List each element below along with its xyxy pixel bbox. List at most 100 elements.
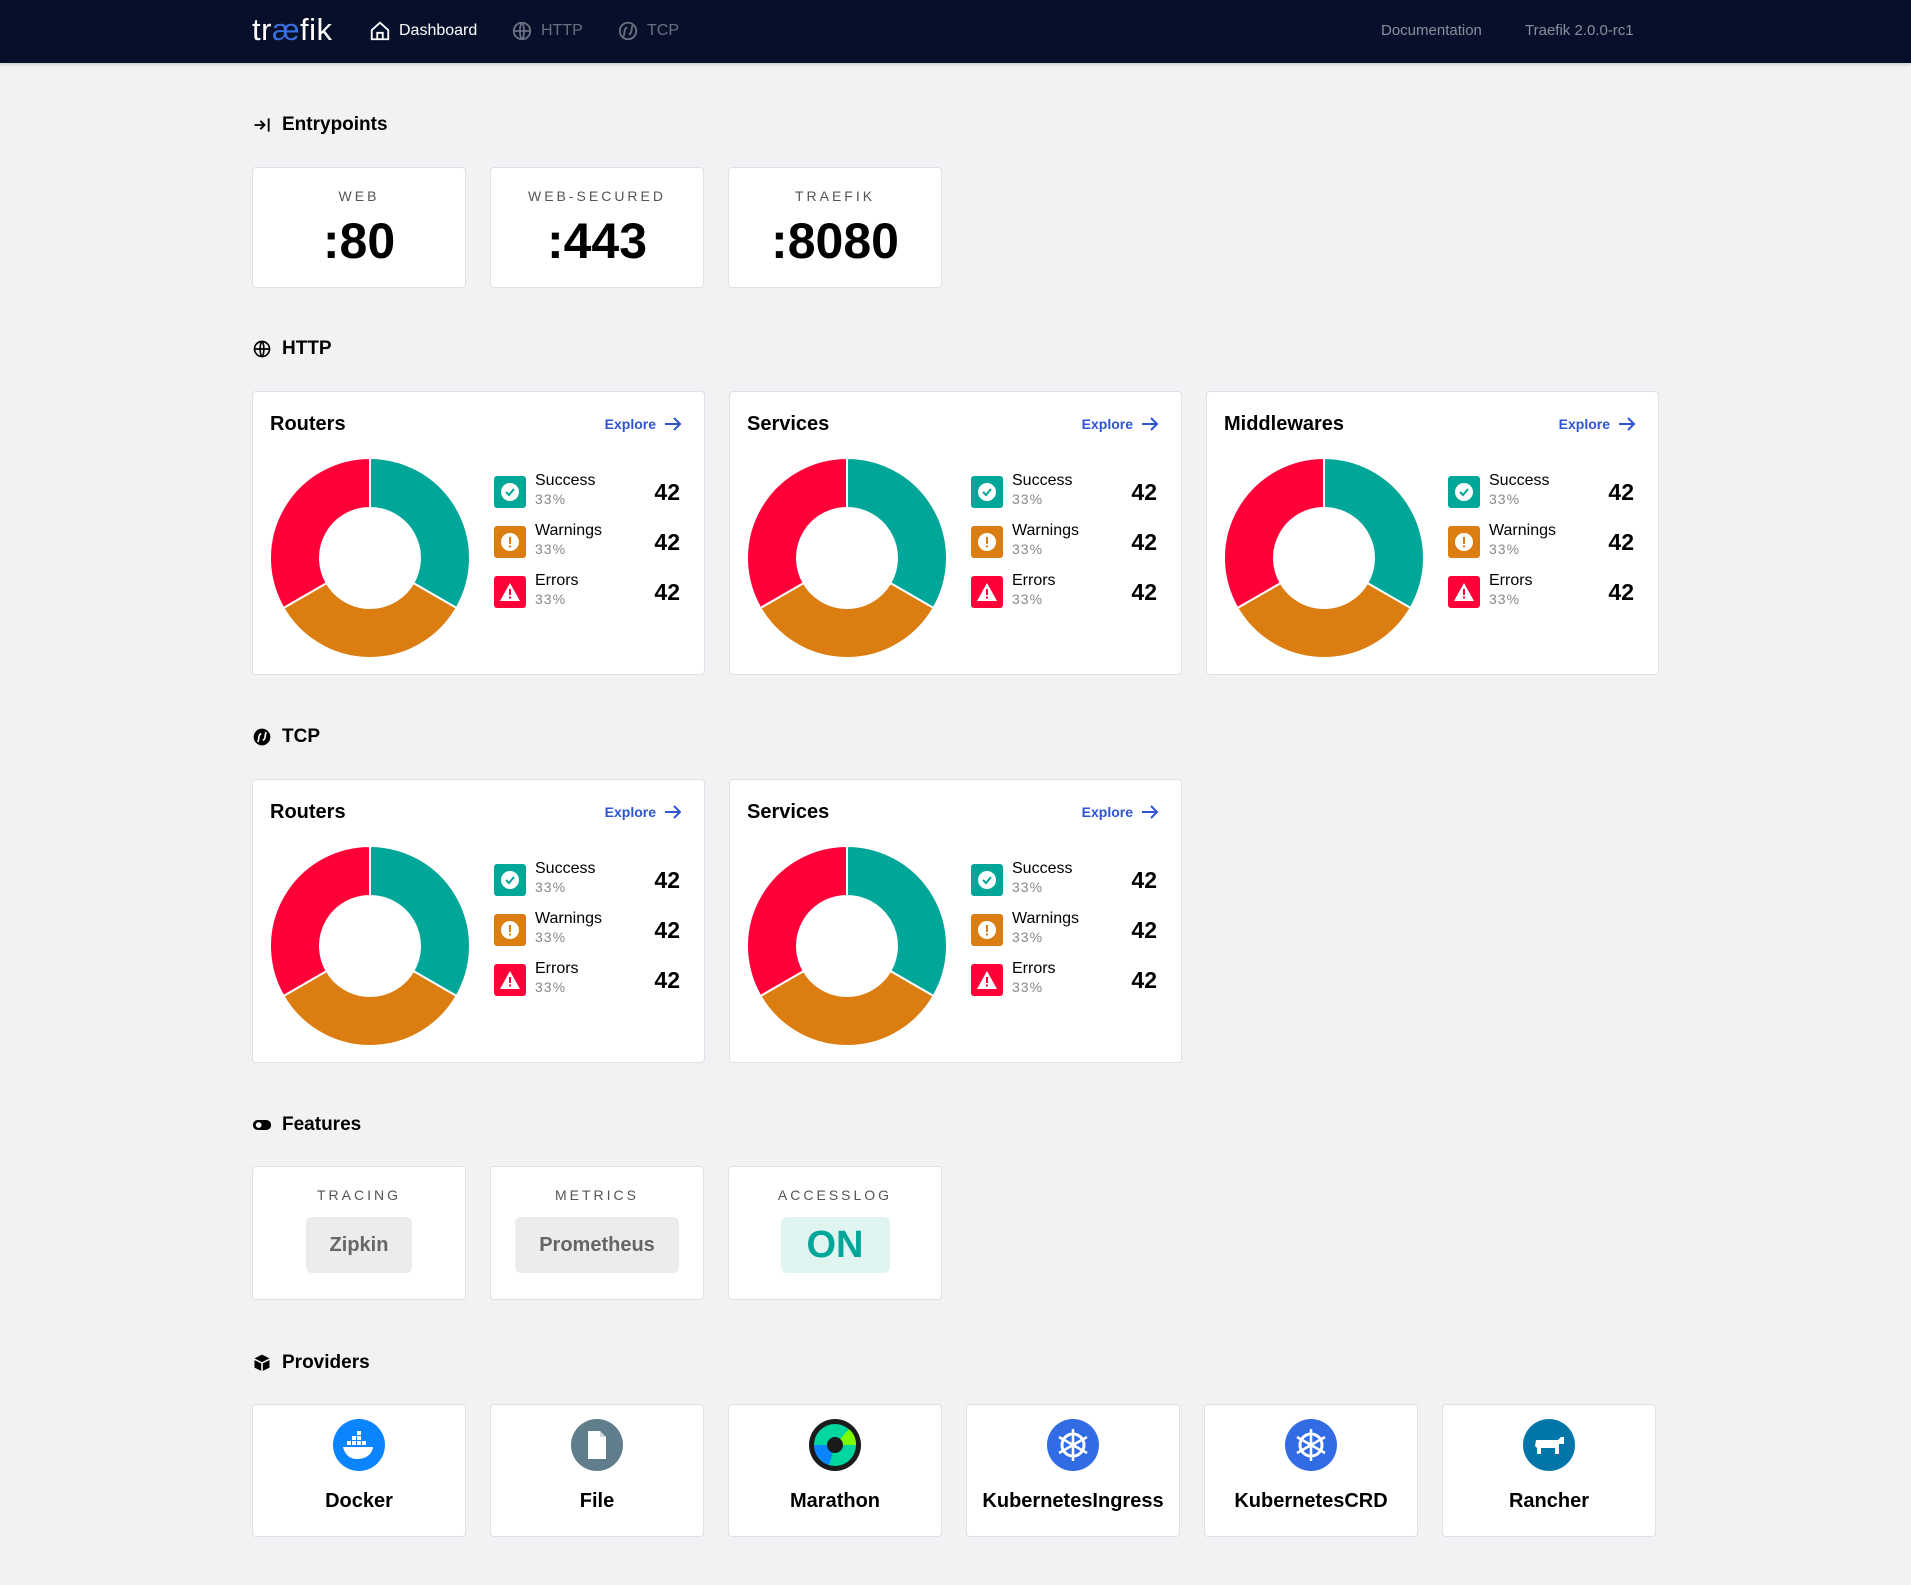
stat-value: 42: [1131, 529, 1157, 555]
stat-icon: [1448, 576, 1480, 608]
traefik-logo[interactable]: træfik: [252, 12, 333, 47]
donut-slice-errors: [747, 458, 848, 610]
explore-link[interactable]: Explore: [605, 804, 682, 820]
stat-percent: 33%: [1489, 591, 1521, 607]
kubernetes-icon: [1285, 1419, 1337, 1471]
stat-label: Errors: [535, 572, 579, 589]
toggle-icon: [252, 1120, 272, 1130]
stat-percent: 33%: [1012, 979, 1044, 995]
warning-triangle-icon: [977, 971, 997, 989]
stat-label: Warnings: [1012, 910, 1079, 927]
stat-row-errors: Errors 33% 42: [494, 572, 680, 612]
donut-slice-errors: [1224, 458, 1325, 610]
entrypoint-card: WEB :80: [252, 167, 466, 288]
http-services-card: Services Explore Success 33% 42 Warnings…: [729, 391, 1182, 675]
arrow-right-icon: [665, 417, 682, 431]
arrow-right-icon: [665, 805, 682, 819]
documentation-link[interactable]: Documentation: [1381, 22, 1482, 39]
exclamation-circle-icon: [978, 533, 996, 551]
tcp-services-card: Services Explore Success 33% 42 Warnings…: [729, 779, 1182, 1063]
donut-slice-success: [1323, 458, 1424, 610]
stat-label: Warnings: [535, 522, 602, 539]
stat-row-errors: Errors 33% 42: [971, 960, 1157, 1000]
provider-card-marathon: Marathon: [728, 1404, 942, 1537]
stat-row-warnings: Warnings 33% 42: [1448, 522, 1634, 562]
stat-icon: [494, 476, 526, 508]
stat-icon: [1448, 476, 1480, 508]
explore-link[interactable]: Explore: [1082, 416, 1159, 432]
entrypoint-icon: [254, 118, 270, 132]
http-middlewares-card: Middlewares Explore Success 33% 42 Warni…: [1206, 391, 1659, 675]
nav-label: TCP: [647, 22, 679, 39]
donut-chart: [270, 846, 470, 1046]
donut-slice-success: [369, 846, 470, 998]
stat-icon: [971, 864, 1003, 896]
nav-label: Dashboard: [399, 22, 478, 39]
feature-name: ACCESSLOG: [777, 1187, 893, 1203]
warning-triangle-icon: [500, 971, 520, 989]
feature-card: TRACING Zipkin: [252, 1166, 466, 1300]
stat-label: Warnings: [1012, 522, 1079, 539]
arrow-right-icon: [1142, 805, 1159, 819]
stat-icon: [494, 864, 526, 896]
donut-slice-errors: [270, 458, 371, 610]
explore-link[interactable]: Explore: [1082, 804, 1159, 820]
stat-percent: 33%: [1012, 591, 1044, 607]
card-title: Routers: [270, 413, 346, 435]
explore-label: Explore: [1081, 804, 1133, 820]
explore-link[interactable]: Explore: [605, 416, 682, 432]
stat-row-warnings: Warnings 33% 42: [494, 522, 680, 562]
provider-name: KubernetesIngress: [982, 1490, 1164, 1512]
stat-label: Success: [535, 472, 596, 489]
entrypoint-port: :80: [322, 213, 396, 269]
stat-value: 42: [1131, 579, 1157, 605]
entrypoint-card: WEB-SECURED :443: [490, 167, 704, 288]
explore-label: Explore: [604, 416, 656, 432]
tcp-icon: [253, 728, 271, 746]
card-title: Services: [747, 413, 830, 435]
provider-name: Marathon: [790, 1490, 880, 1512]
donut-slice-warnings: [759, 581, 935, 658]
check-circle-icon: [1455, 483, 1473, 501]
explore-link[interactable]: Explore: [1559, 416, 1636, 432]
entrypoint-port: :443: [546, 213, 648, 269]
nav-tcp[interactable]: TCP: [617, 20, 679, 42]
top-navbar: træfik Dashboard HTTP TCP Documentation …: [0, 0, 1911, 63]
stat-row-warnings: Warnings 33% 42: [971, 522, 1157, 562]
section-providers: Providers: [252, 1352, 370, 1374]
stat-percent: 33%: [535, 491, 567, 507]
stat-row-success: Success 33% 42: [1448, 472, 1634, 512]
donut-slice-warnings: [1236, 581, 1412, 658]
stat-icon: [971, 964, 1003, 996]
donut-slice-errors: [747, 846, 848, 998]
entrypoint-card: TRAEFIK :8080: [728, 167, 942, 288]
stat-value: 42: [654, 579, 680, 605]
stat-row-errors: Errors 33% 42: [971, 572, 1157, 612]
check-circle-icon: [501, 871, 519, 889]
http-routers-card: Routers Explore Success 33% 42 Warnings …: [252, 391, 705, 675]
stat-label: Warnings: [535, 910, 602, 927]
stat-icon: [971, 576, 1003, 608]
tcp-icon: [618, 21, 638, 41]
donut-chart: [1224, 458, 1424, 658]
stat-percent: 33%: [1012, 541, 1044, 557]
nav-http[interactable]: HTTP: [511, 20, 583, 42]
stat-row-success: Success 33% 42: [971, 472, 1157, 512]
donut-slice-success: [846, 846, 947, 998]
home-icon: [370, 21, 390, 41]
stat-value: 42: [654, 529, 680, 555]
entrypoint-name: TRAEFIK: [794, 188, 876, 204]
stat-row-success: Success 33% 42: [971, 860, 1157, 900]
stat-icon: [494, 576, 526, 608]
stat-label: Errors: [535, 960, 579, 977]
donut-slice-warnings: [282, 581, 458, 658]
section-http: HTTP: [252, 338, 332, 360]
stat-value: 42: [654, 967, 680, 993]
nav-dashboard[interactable]: Dashboard: [369, 20, 477, 42]
explore-label: Explore: [1558, 416, 1610, 432]
section-title: TCP: [282, 726, 320, 747]
exclamation-circle-icon: [978, 921, 996, 939]
stat-icon: [494, 964, 526, 996]
docker-icon: [333, 1419, 385, 1471]
globe-icon: [512, 21, 532, 41]
